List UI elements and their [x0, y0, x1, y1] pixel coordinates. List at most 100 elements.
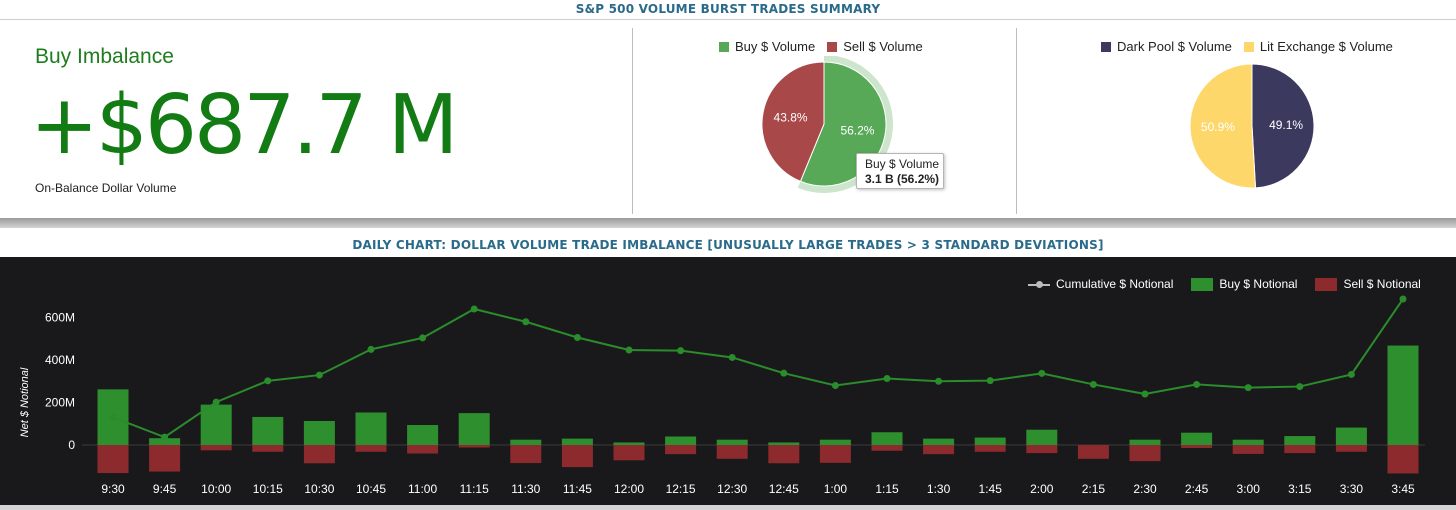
buy-bar[interactable] — [923, 438, 955, 445]
sell-bar[interactable] — [252, 445, 284, 452]
buy-bar[interactable] — [613, 442, 645, 445]
buy-bar[interactable] — [716, 439, 748, 445]
x-tick-label: 2:45 — [1185, 482, 1209, 496]
cumulative-point[interactable] — [1141, 390, 1149, 398]
sell-bar[interactable] — [819, 445, 851, 463]
sell-bar[interactable] — [561, 445, 593, 468]
sell-bar[interactable] — [97, 445, 129, 474]
buy-bar[interactable] — [510, 439, 542, 445]
cumulative-point[interactable] — [1399, 295, 1407, 303]
buy-bar[interactable] — [1387, 345, 1419, 445]
buy-bar[interactable] — [1335, 427, 1367, 445]
cumulative-point[interactable] — [419, 334, 427, 342]
x-tick-label: 2:30 — [1133, 482, 1157, 496]
sell-bar[interactable] — [1335, 445, 1367, 452]
legend-item-buy-notional[interactable]: Buy $ Notional — [1191, 277, 1297, 291]
sell-bar[interactable] — [1026, 445, 1058, 454]
sell-bar[interactable] — [768, 445, 800, 464]
y-tick-label: 400M — [45, 353, 75, 367]
legend-item-sell-notional[interactable]: Sell $ Notional — [1315, 277, 1421, 291]
buy-bar[interactable] — [303, 420, 335, 445]
sell-bar[interactable] — [716, 445, 748, 459]
cumulative-point[interactable] — [161, 433, 169, 441]
buy-bar[interactable] — [407, 425, 439, 445]
cumulative-point[interactable] — [831, 382, 839, 389]
buy-bar[interactable] — [458, 413, 490, 445]
x-tick-label: 2:15 — [1082, 482, 1106, 496]
cumulative-point[interactable] — [1347, 370, 1355, 378]
sell-bar[interactable] — [1387, 445, 1419, 474]
cumulative-point[interactable] — [367, 345, 375, 353]
cumulative-point[interactable] — [1089, 380, 1097, 388]
cumulative-point[interactable] — [986, 377, 994, 385]
buy-bar[interactable] — [355, 412, 387, 445]
buy-bar[interactable] — [1284, 436, 1316, 445]
legend-item-buy[interactable]: Buy $ Volume — [719, 39, 815, 54]
buy-bar[interactable] — [665, 436, 697, 446]
buy-bar[interactable] — [561, 438, 593, 445]
cumulative-point[interactable] — [522, 318, 530, 326]
cumulative-point[interactable] — [573, 333, 581, 341]
buy-bar[interactable] — [1026, 429, 1058, 445]
legend-item-lit-exchange[interactable]: Lit Exchange $ Volume — [1243, 39, 1393, 54]
sell-bar[interactable] — [149, 445, 181, 472]
cumulative-point[interactable] — [883, 374, 891, 382]
sell-bar[interactable] — [355, 445, 387, 452]
x-tick-label: 11:30 — [511, 482, 540, 496]
imbalance-value: +$687.7 M — [30, 78, 458, 173]
buy-bar[interactable] — [1181, 432, 1213, 445]
legend-item-dark-pool[interactable]: Dark Pool $ Volume — [1101, 39, 1232, 54]
cumulative-point[interactable] — [780, 369, 788, 377]
buy-bar[interactable] — [768, 442, 800, 445]
cumulative-point[interactable] — [470, 305, 478, 313]
buy-bar[interactable] — [974, 437, 1006, 445]
sell-bar[interactable] — [923, 445, 955, 455]
pie-slice[interactable] — [1189, 63, 1257, 189]
legend-item-sell[interactable]: Sell $ Volume — [827, 39, 923, 54]
cumulative-point[interactable] — [1193, 380, 1201, 388]
pie-slice[interactable] — [1251, 63, 1315, 189]
cumulative-point[interactable] — [1038, 369, 1046, 377]
buy-bar[interactable] — [252, 416, 284, 445]
cumulative-point[interactable] — [728, 353, 736, 361]
buy-bar[interactable] — [871, 432, 903, 445]
sell-bar[interactable] — [1284, 445, 1316, 454]
divider — [0, 19, 1456, 20]
sell-bar[interactable] — [1181, 445, 1213, 448]
cumulative-point[interactable] — [935, 377, 943, 385]
buy-bar[interactable] — [200, 404, 232, 445]
buy-bar[interactable] — [1129, 439, 1161, 445]
buy-bar[interactable] — [149, 438, 181, 445]
y-tick-label: 0 — [68, 438, 75, 452]
y-axis-label: Net $ Notional — [19, 367, 31, 437]
sell-bar[interactable] — [458, 445, 490, 448]
cumulative-point[interactable] — [109, 413, 117, 421]
sell-bar[interactable] — [303, 445, 335, 464]
cumulative-point[interactable] — [677, 347, 685, 355]
sell-bar[interactable] — [1129, 445, 1161, 462]
cumulative-point[interactable] — [1296, 383, 1304, 391]
cumulative-point[interactable] — [264, 377, 272, 385]
pie-slice[interactable] — [761, 61, 825, 183]
sell-bar[interactable] — [613, 445, 645, 461]
sell-bar[interactable] — [510, 445, 542, 464]
buy-bar[interactable] — [819, 439, 851, 445]
legend-item-cumulative[interactable]: Cumulative $ Notional — [1028, 277, 1173, 291]
buy-bar[interactable] — [1232, 439, 1264, 445]
sell-bar[interactable] — [974, 445, 1006, 452]
sell-bar[interactable] — [871, 445, 903, 451]
buy-swatch — [719, 41, 729, 52]
sell-bar[interactable] — [665, 445, 697, 455]
cumulative-point[interactable] — [315, 371, 323, 379]
cumulative-point[interactable] — [1244, 384, 1252, 392]
sell-bar[interactable] — [1232, 445, 1264, 454]
cumulative-point[interactable] — [212, 398, 220, 406]
cumulative-point[interactable] — [625, 346, 633, 354]
sell-bar[interactable] — [200, 445, 232, 451]
imbalance-subtitle: On-Balance Dollar Volume — [35, 181, 177, 195]
sell-bar[interactable] — [1077, 445, 1109, 459]
sell-bar[interactable] — [407, 445, 439, 454]
x-tick-label: 3:30 — [1340, 482, 1364, 496]
dark-pool-swatch — [1101, 41, 1111, 52]
slice-label: 56.2% — [840, 124, 874, 138]
